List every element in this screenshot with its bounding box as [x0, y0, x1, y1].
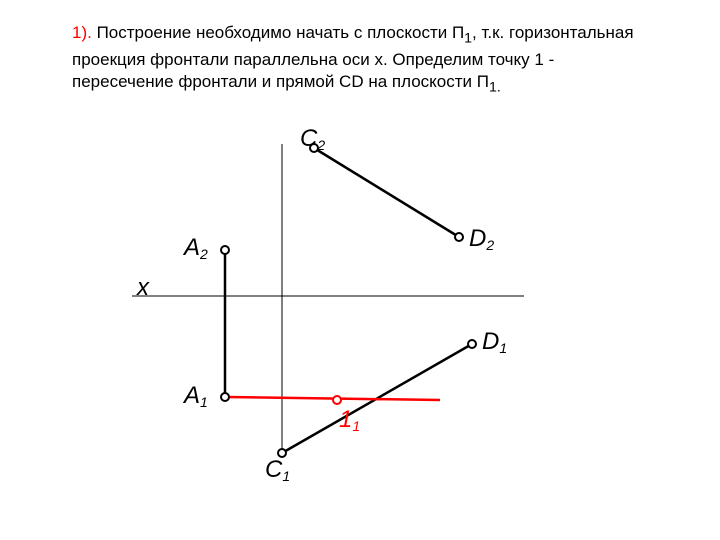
pt-11 — [333, 396, 341, 404]
label-d2-main: D — [469, 225, 486, 252]
label-c2-main: C — [300, 125, 317, 152]
diagram-svg — [0, 0, 720, 540]
pt-d2 — [455, 233, 463, 241]
label-d2-sub: 2 — [486, 237, 494, 253]
label-a2-sub: 2 — [200, 246, 208, 262]
label-11-sub: 1 — [352, 418, 360, 434]
label-a1-sub: 1 — [200, 394, 208, 410]
pt-a2 — [221, 246, 229, 254]
label-x-axis: x — [137, 274, 149, 302]
label-x-text: x — [137, 274, 149, 301]
label-c2: C2 — [300, 125, 325, 153]
label-11: 11 — [339, 406, 360, 434]
label-c1-sub: 1 — [282, 468, 290, 484]
label-c2-sub: 2 — [317, 137, 325, 153]
pt-a1 — [221, 393, 229, 401]
line-c2d2 — [314, 148, 459, 237]
label-a2-main: A — [184, 234, 200, 261]
pt-d1 — [468, 340, 476, 348]
label-a1-main: A — [184, 382, 200, 409]
label-11-main: 1 — [339, 406, 352, 433]
label-a2: A2 — [184, 234, 208, 262]
label-d1: D1 — [482, 328, 507, 356]
label-d2: D2 — [469, 225, 494, 253]
label-c1: C1 — [265, 456, 290, 484]
label-a1: A1 — [184, 382, 208, 410]
label-d1-main: D — [482, 328, 499, 355]
label-c1-main: C — [265, 456, 282, 483]
label-d1-sub: 1 — [499, 340, 507, 356]
